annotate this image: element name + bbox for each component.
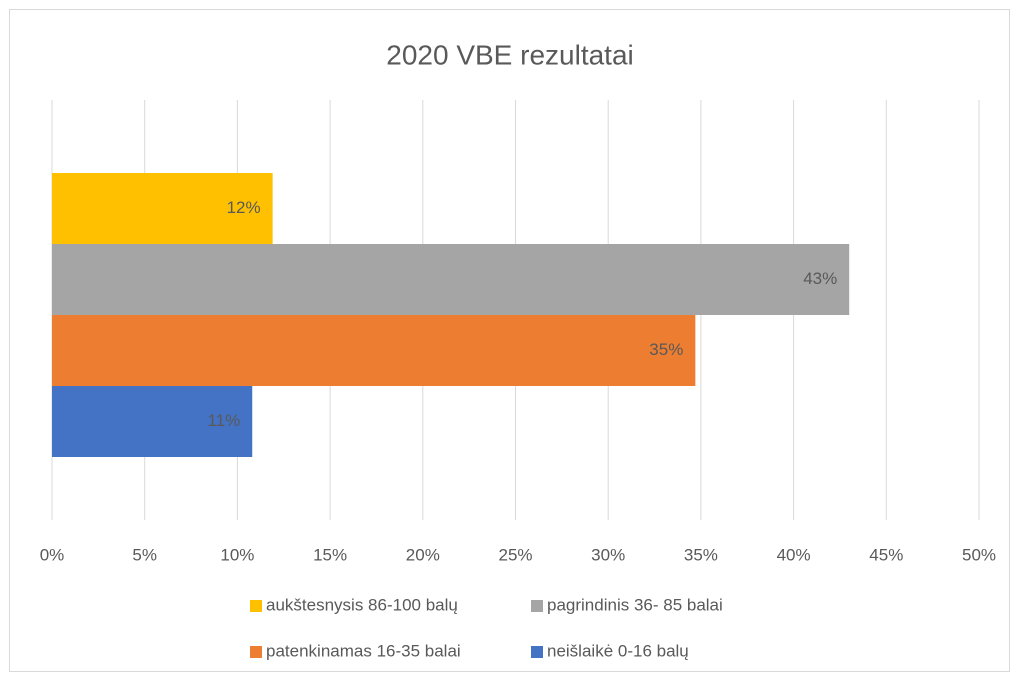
data-label: 43% — [803, 269, 837, 288]
data-label: 11% — [207, 411, 240, 430]
legend-swatch — [250, 646, 262, 658]
legend-swatch — [531, 600, 543, 612]
x-tick-label: 40% — [777, 545, 811, 564]
bar — [52, 315, 696, 386]
x-tick-label: 0% — [40, 545, 65, 564]
chart-title: 2020 VBE rezultatai — [386, 39, 634, 70]
bar — [52, 173, 273, 244]
bar — [52, 386, 253, 457]
legend-label: pagrindinis 36- 85 balai — [547, 595, 723, 614]
legend-swatch — [531, 646, 543, 658]
x-tick-label: 30% — [591, 545, 625, 564]
legend-label: neišlaikė 0-16 balų — [547, 641, 689, 660]
data-label: 35% — [649, 340, 683, 359]
legend-label: aukštesnysis 86-100 balų — [266, 595, 458, 614]
x-tick-label: 15% — [313, 545, 347, 564]
x-tick-label: 10% — [220, 545, 254, 564]
x-tick-label: 5% — [132, 545, 157, 564]
legend-label: patenkinamas 16-35 balai — [266, 641, 461, 660]
x-tick-label: 25% — [498, 545, 532, 564]
x-tick-label: 50% — [962, 545, 996, 564]
x-tick-label: 20% — [406, 545, 440, 564]
x-tick-label: 35% — [684, 545, 718, 564]
bar — [52, 244, 850, 315]
legend-swatch — [250, 600, 262, 612]
data-label: 12% — [227, 198, 261, 217]
x-tick-label: 45% — [869, 545, 903, 564]
